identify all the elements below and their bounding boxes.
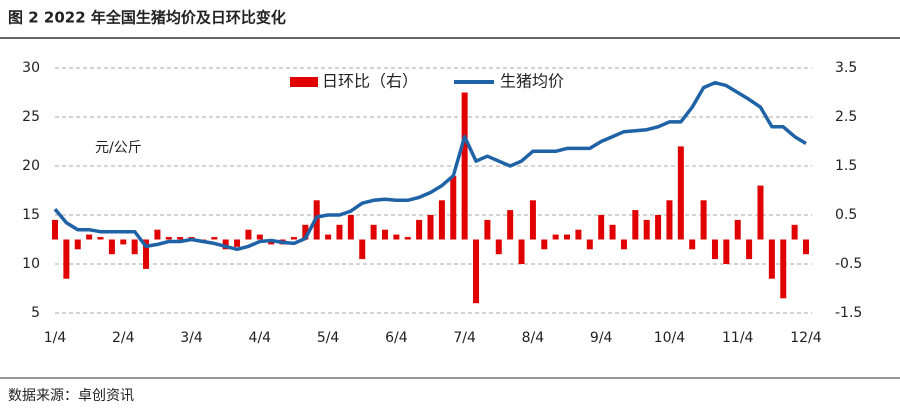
bar (598, 215, 605, 240)
bar (723, 239, 730, 264)
x-tick-label: 10/4 (654, 330, 686, 346)
bar (780, 239, 787, 299)
bar (689, 239, 696, 250)
bar (450, 175, 457, 240)
x-tick-label: 4/4 (249, 330, 272, 346)
bar (290, 237, 297, 240)
y2-tick-label: 1.5 (835, 158, 857, 174)
x-tick-label: 2/4 (112, 330, 135, 346)
bar (803, 239, 809, 255)
bar (165, 237, 172, 240)
y-tick-label: 25 (22, 109, 40, 125)
bar (575, 229, 582, 240)
bar (768, 239, 775, 279)
source: 数据来源：卓创资讯 (8, 388, 134, 404)
x-tick-label: 8/4 (522, 330, 545, 346)
bar (325, 234, 332, 240)
x-tick-label: 11/4 (722, 330, 754, 346)
bar (222, 239, 229, 250)
bar (677, 146, 684, 240)
legend-label: 生猪均价 (500, 72, 564, 91)
bar (655, 215, 662, 240)
bar (108, 239, 115, 255)
x-tick-label: 5/4 (317, 330, 340, 346)
y2-tick-label: 3.5 (835, 60, 857, 76)
x-tick-label: 12/4 (790, 330, 822, 346)
x-tick-label: 3/4 (180, 330, 203, 346)
bar (620, 239, 627, 250)
bar (63, 239, 70, 279)
bar (495, 239, 502, 255)
bar (632, 210, 639, 240)
y2-tick-label: 0.5 (835, 207, 857, 223)
bar (461, 92, 468, 240)
bar (143, 239, 150, 269)
x-tick-label: 9/4 (590, 330, 613, 346)
legend-swatch (290, 77, 318, 87)
bar (336, 224, 343, 240)
bar (746, 239, 753, 260)
bar (131, 239, 138, 255)
bar (74, 239, 81, 250)
y2-tick-label: -1.5 (835, 305, 862, 321)
bar (120, 239, 127, 245)
bar (586, 239, 593, 250)
y-tick-label: 5 (31, 305, 40, 321)
y-tick-label: 30 (22, 60, 40, 76)
y-axis-label: 元/公斤 (95, 140, 142, 156)
bar (211, 237, 218, 240)
bar (381, 229, 388, 240)
bar (518, 239, 525, 264)
chart-title: 图 2 2022 年全国生猪均价及日环比变化 (8, 9, 286, 27)
bar (52, 219, 58, 240)
bar (438, 200, 445, 240)
bar (302, 224, 309, 240)
bar (507, 210, 514, 240)
bar (177, 237, 184, 240)
bar (393, 234, 400, 240)
bar (97, 237, 104, 240)
line (53, 80, 807, 252)
bar (552, 234, 559, 240)
bar (416, 219, 423, 240)
bar (370, 224, 377, 240)
bar (427, 215, 434, 240)
bar (541, 239, 548, 250)
bar (643, 219, 650, 240)
x-tick-label: 7/4 (453, 330, 476, 346)
bar (484, 219, 491, 240)
y2-tick-label: 2.5 (835, 109, 857, 125)
bar (609, 224, 616, 240)
bar (256, 234, 263, 240)
bar (234, 239, 241, 247)
bar (347, 215, 354, 240)
bar (666, 200, 673, 240)
bar (245, 229, 252, 240)
x-tick-label: 6/4 (385, 330, 408, 346)
bar (154, 229, 161, 240)
bar (359, 239, 366, 260)
bar (734, 219, 741, 240)
legend-label: 日环比（右） (322, 72, 418, 91)
bar (700, 200, 707, 240)
bar (757, 185, 764, 240)
bar (711, 239, 718, 260)
bar (473, 239, 480, 304)
x-tick-label: 1/4 (44, 330, 67, 346)
y-tick-label: 15 (22, 207, 40, 223)
bar (86, 234, 93, 240)
y-tick-label: 10 (22, 256, 40, 272)
bar (791, 224, 798, 240)
y-tick-label: 20 (22, 158, 40, 174)
y2-tick-label: -0.5 (835, 256, 862, 272)
bar (404, 237, 411, 240)
bar (529, 200, 536, 240)
bar (564, 234, 571, 240)
